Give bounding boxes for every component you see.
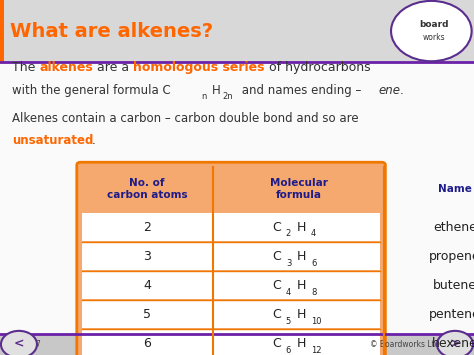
- Text: 3: 3: [143, 250, 151, 263]
- Text: n: n: [201, 92, 207, 102]
- Text: >: >: [450, 338, 460, 351]
- Text: 10: 10: [311, 317, 321, 326]
- Text: 6: 6: [143, 338, 151, 350]
- Circle shape: [391, 1, 472, 61]
- Text: board: board: [419, 20, 448, 29]
- Bar: [82, 213, 380, 241]
- Text: 6: 6: [286, 346, 291, 355]
- Bar: [0, 334, 474, 355]
- Text: C: C: [273, 308, 281, 321]
- Text: propene: propene: [429, 250, 474, 263]
- Text: C: C: [273, 279, 281, 292]
- Text: hexene: hexene: [432, 338, 474, 350]
- Circle shape: [437, 331, 473, 355]
- Bar: [0, 62, 474, 334]
- Text: with the general formula C: with the general formula C: [12, 84, 171, 97]
- Text: .: .: [400, 84, 403, 97]
- Text: Name: Name: [438, 184, 472, 194]
- Text: H: H: [297, 279, 306, 292]
- Text: C: C: [273, 338, 281, 350]
- Text: Molecular
formula: Molecular formula: [270, 178, 328, 200]
- Text: ene: ene: [378, 84, 400, 97]
- Text: unsaturated: unsaturated: [12, 134, 93, 147]
- Text: of hydrocarbons: of hydrocarbons: [264, 61, 370, 74]
- Text: C: C: [273, 221, 281, 234]
- Text: ethene: ethene: [433, 221, 474, 234]
- Text: 4: 4: [311, 229, 316, 239]
- Text: C: C: [273, 250, 281, 263]
- Text: 4: 4: [286, 288, 291, 297]
- Text: and names ending –: and names ending –: [238, 84, 362, 97]
- Text: pentene: pentene: [429, 308, 474, 321]
- FancyBboxPatch shape: [77, 162, 385, 355]
- Text: What are alkenes?: What are alkenes?: [10, 22, 214, 40]
- Text: The: The: [12, 61, 39, 74]
- Text: H: H: [297, 338, 306, 350]
- Text: No. of
carbon atoms: No. of carbon atoms: [107, 178, 187, 200]
- Text: H: H: [297, 221, 306, 234]
- Text: Alkenes contain a carbon – carbon double bond and so are: Alkenes contain a carbon – carbon double…: [12, 113, 358, 125]
- Text: 5: 5: [286, 317, 291, 326]
- Circle shape: [1, 331, 37, 355]
- Bar: [82, 242, 380, 270]
- Text: alkenes: alkenes: [39, 61, 93, 74]
- Text: H: H: [297, 308, 306, 321]
- Text: butene: butene: [433, 279, 474, 292]
- Text: are a: are a: [93, 61, 133, 74]
- Text: 8: 8: [311, 288, 316, 297]
- Bar: [82, 300, 380, 328]
- Text: 2n: 2n: [223, 92, 233, 102]
- Text: <: <: [14, 338, 24, 351]
- Text: homologous series: homologous series: [133, 61, 264, 74]
- Text: 5: 5: [143, 308, 151, 321]
- Text: 2: 2: [286, 229, 291, 239]
- Text: works: works: [422, 33, 445, 42]
- Text: H: H: [297, 250, 306, 263]
- Text: .: .: [91, 134, 95, 147]
- Bar: [82, 329, 380, 355]
- Bar: [0, 0, 474, 62]
- Text: 3: 3: [286, 258, 291, 268]
- Text: 12: 12: [311, 346, 321, 355]
- Text: 6: 6: [311, 258, 316, 268]
- Text: 4: 4: [143, 279, 151, 292]
- Text: H: H: [212, 84, 220, 97]
- Text: 2 of 7: 2 of 7: [19, 340, 41, 349]
- Bar: [82, 271, 380, 299]
- Text: 2: 2: [143, 221, 151, 234]
- Text: © Boardworks Ltd 2009: © Boardworks Ltd 2009: [370, 340, 461, 349]
- Bar: [0, 0, 4, 62]
